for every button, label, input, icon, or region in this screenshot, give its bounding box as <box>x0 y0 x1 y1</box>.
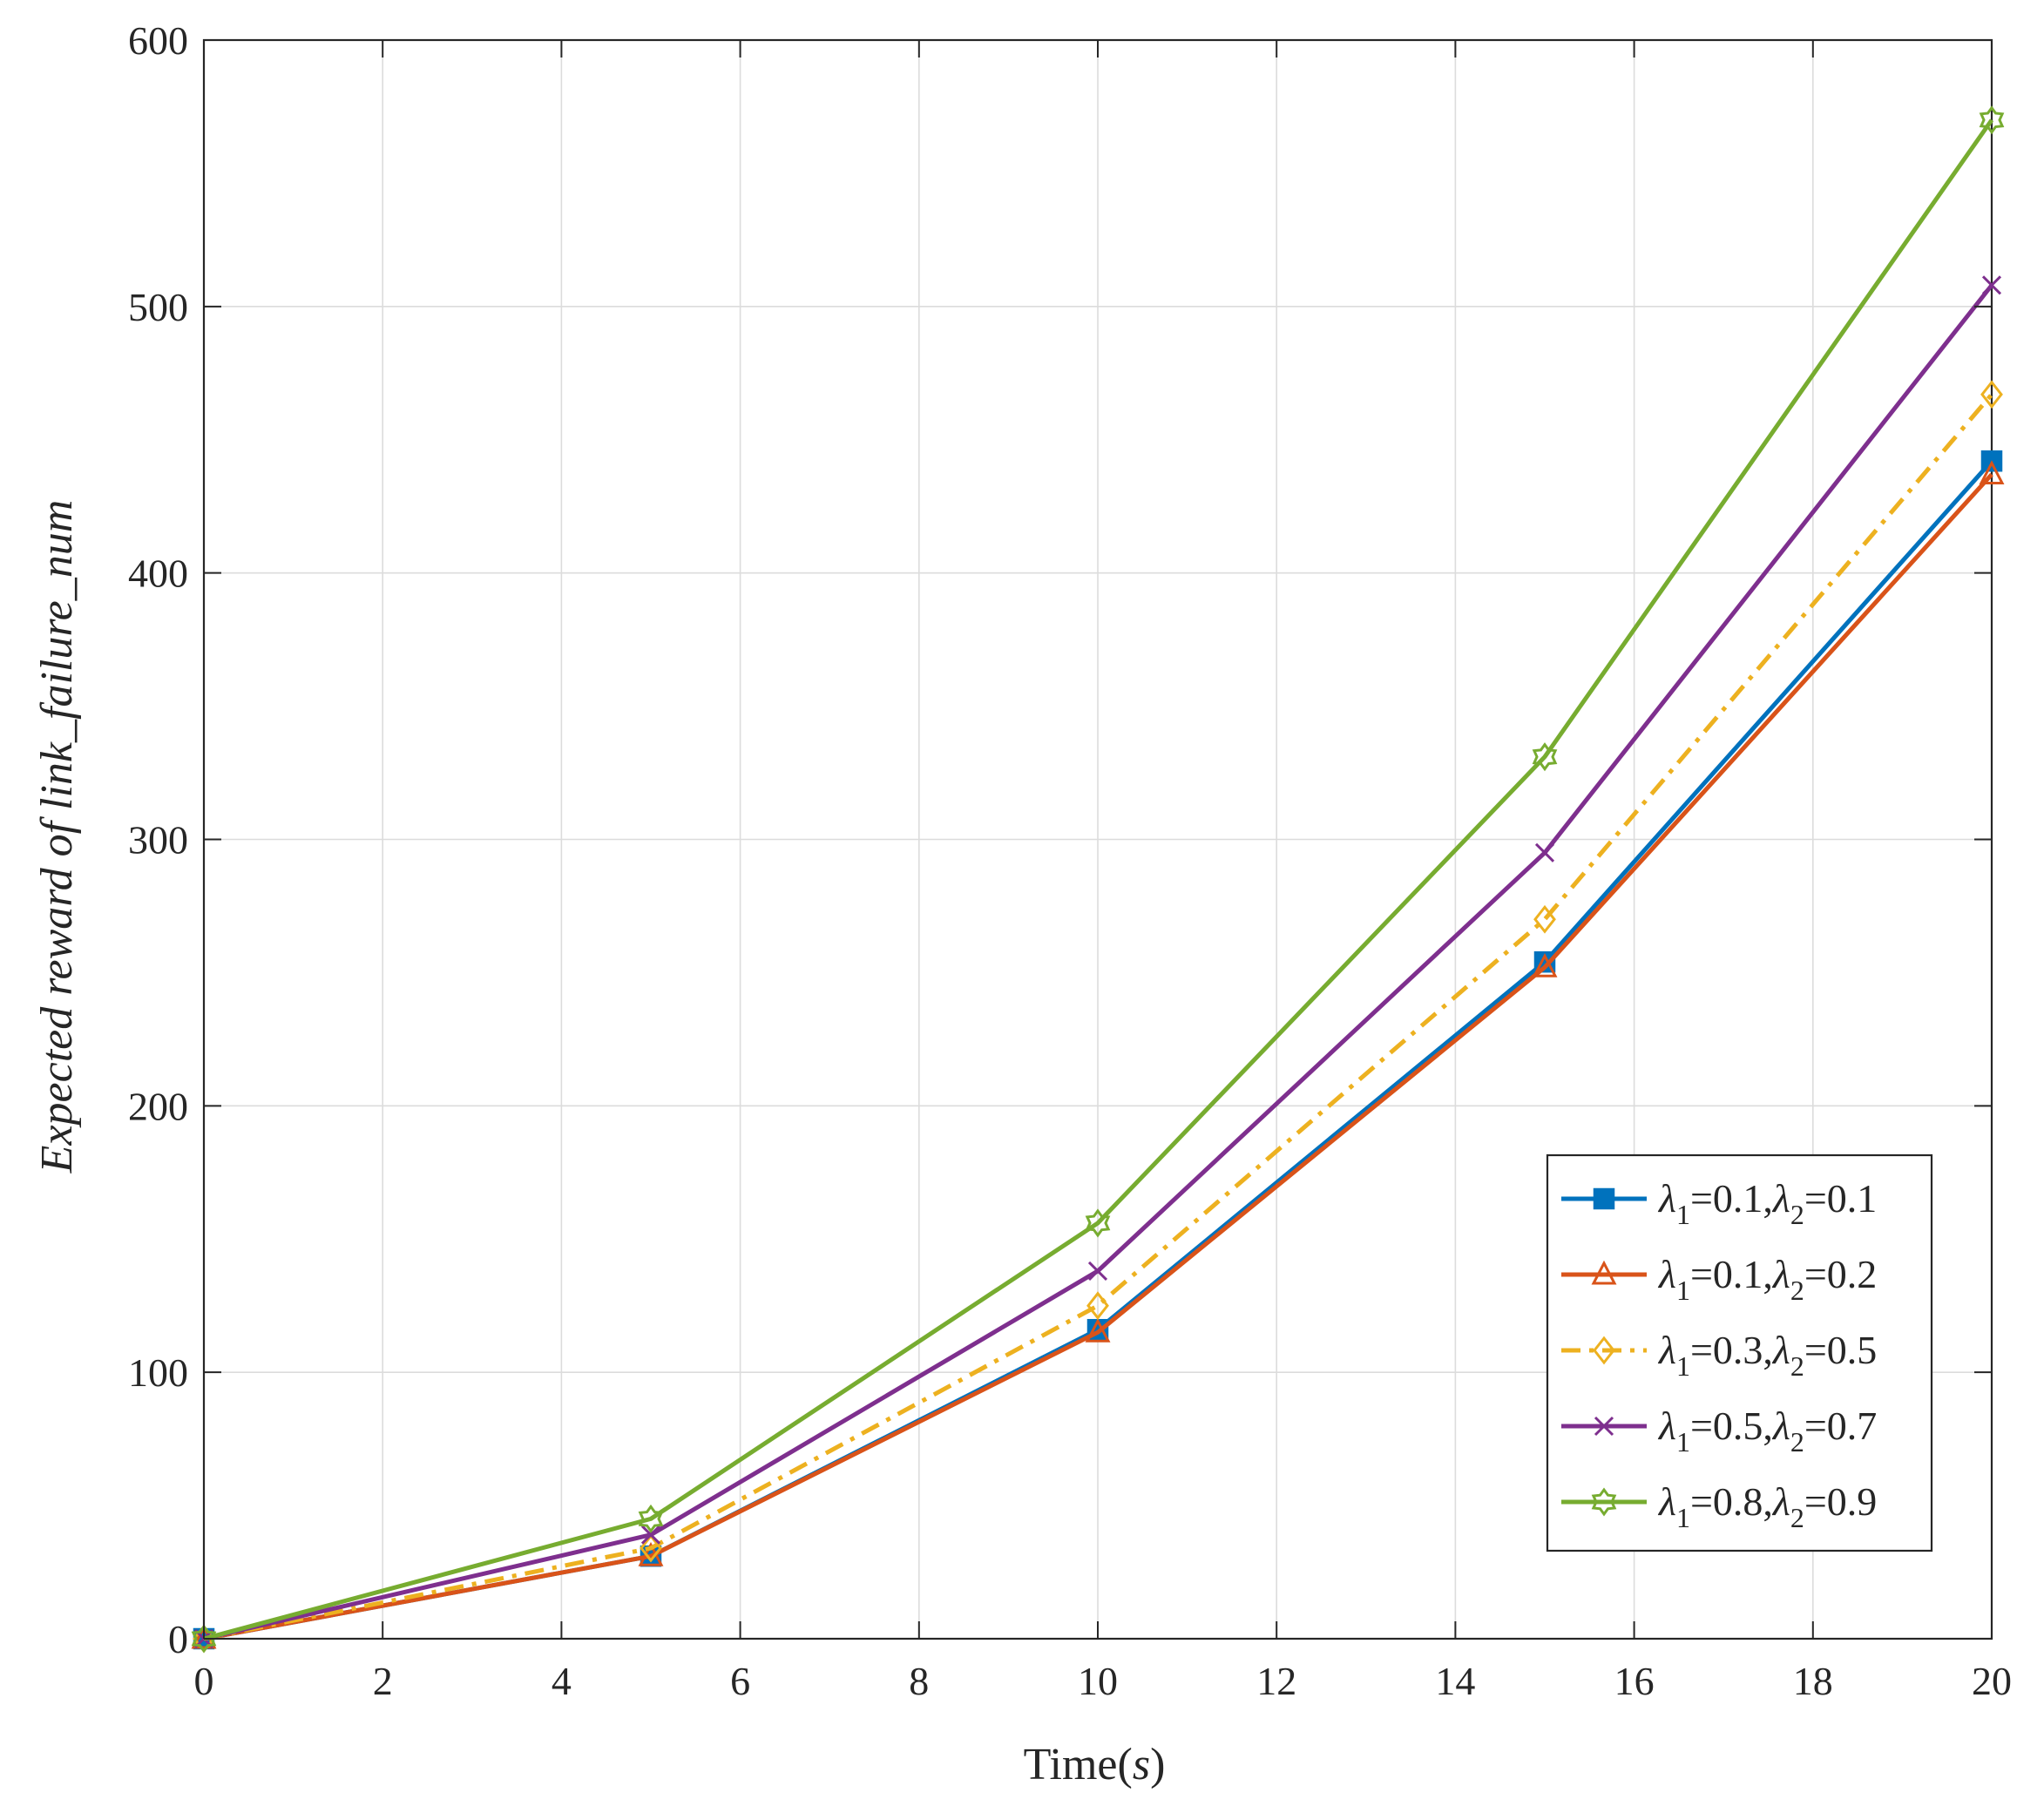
x-axis-title-variable: s <box>1133 1740 1150 1789</box>
data-point-marker <box>1534 842 1555 862</box>
legend-label: λ1=0.1,λ2=0.1 <box>1657 1176 1877 1230</box>
legend-entry: λ1=0.1,λ2=0.1 <box>1561 1176 1877 1230</box>
series-5 <box>191 105 2005 1654</box>
y-tick-label: 400 <box>128 551 188 596</box>
legend-entry: λ1=0.1,λ2=0.2 <box>1561 1252 1877 1306</box>
x-tick-label: 0 <box>194 1659 214 1703</box>
y-tick-label: 0 <box>168 1617 188 1661</box>
y-tick-label: 100 <box>128 1350 188 1395</box>
legend-marker <box>1594 1416 1614 1437</box>
data-point-marker <box>1532 953 1558 977</box>
y-tick-label: 200 <box>128 1084 188 1128</box>
y-tick-label: 600 <box>128 18 188 63</box>
legend-marker <box>1591 1487 1617 1517</box>
y-axis-title: Expected reward of link_failure_num <box>32 500 82 1174</box>
x-tick-label: 6 <box>730 1659 750 1703</box>
series-line <box>203 118 1994 1641</box>
x-tick-label: 20 <box>1972 1659 2012 1703</box>
data-point-marker <box>1085 1318 1111 1343</box>
legend: λ1=0.1,λ2=0.1 λ1=0.1,λ2=0.2 λ1=0.3,λ2=0.5 λ… <box>1546 1153 1933 1552</box>
data-point-marker <box>640 1525 661 1545</box>
series-line <box>203 472 1993 1641</box>
legend-label: λ1=0.3,λ2=0.5 <box>1657 1328 1877 1382</box>
data-point-marker <box>1979 105 2005 135</box>
y-tick-label: 300 <box>128 818 188 862</box>
x-tick-label: 18 <box>1793 1659 1833 1703</box>
x-tick-label: 8 <box>909 1659 929 1703</box>
x-axis-title: Time(s) <box>1024 1740 1166 1789</box>
x-tick-label: 10 <box>1078 1659 1118 1703</box>
x-tick-label: 16 <box>1614 1659 1655 1703</box>
x-axis-title-suffix: ) <box>1150 1740 1165 1789</box>
x-tick-label: 2 <box>373 1659 393 1703</box>
data-point-marker <box>640 1533 662 1563</box>
x-tick-label: 4 <box>552 1659 572 1703</box>
data-point-marker <box>1085 1208 1111 1238</box>
legend-marker <box>1593 1336 1615 1365</box>
series-line <box>203 393 1993 1641</box>
x-axis-title-prefix: Time( <box>1024 1740 1133 1789</box>
y-tick-label: 500 <box>128 285 188 329</box>
data-point-marker <box>1086 1291 1109 1321</box>
data-point-marker <box>191 1624 217 1654</box>
data-point-marker <box>1981 275 2002 295</box>
data-point-marker <box>1979 460 2005 485</box>
legend-label: λ1=0.8,λ2=0.9 <box>1657 1479 1877 1533</box>
data-point-marker <box>1533 904 1556 934</box>
data-point-marker <box>1980 380 2003 409</box>
legend-entry: λ1=0.3,λ2=0.5 <box>1561 1328 1877 1382</box>
legend-entry: λ1=0.5,λ2=0.7 <box>1561 1404 1877 1458</box>
data-point-marker <box>1532 742 1558 772</box>
legend-marker <box>1591 1260 1617 1285</box>
legend-marker <box>1593 1187 1615 1210</box>
legend-label: λ1=0.1,λ2=0.2 <box>1657 1252 1877 1306</box>
data-point-marker <box>638 1504 664 1533</box>
x-tick-label: 12 <box>1256 1659 1296 1703</box>
x-tick-label: 14 <box>1435 1659 1475 1703</box>
data-point-marker <box>1087 1261 1108 1282</box>
legend-entry: λ1=0.8,λ2=0.9 <box>1561 1479 1877 1533</box>
legend-label: λ1=0.5,λ2=0.7 <box>1657 1404 1877 1458</box>
